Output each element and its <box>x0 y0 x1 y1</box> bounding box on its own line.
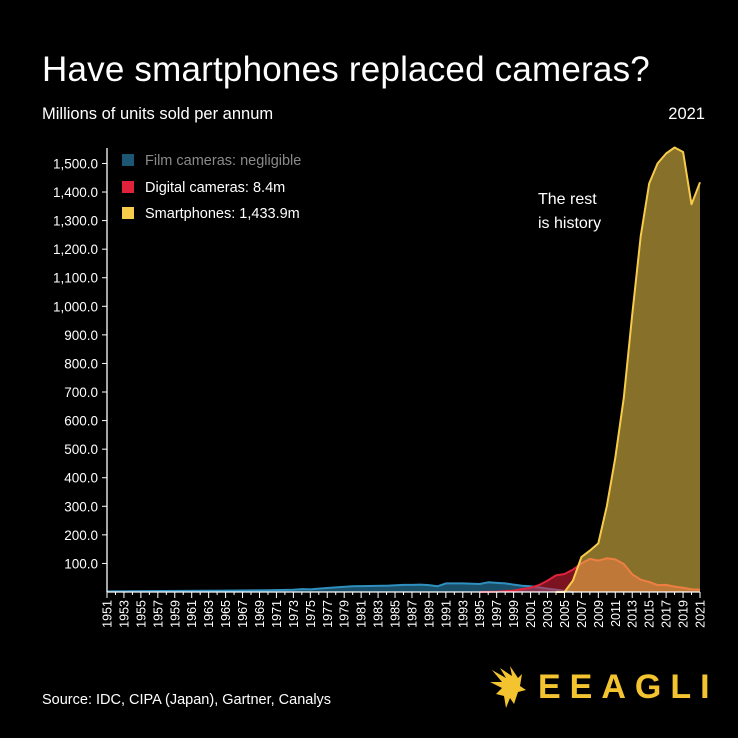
x-tick-label: 1987 <box>406 600 420 628</box>
x-tick-label: 1989 <box>422 600 436 628</box>
y-tick-label: 1,300.0 <box>53 214 98 229</box>
x-tick-label: 1969 <box>253 600 267 628</box>
x-tick-label: 1973 <box>287 600 301 628</box>
x-tick-label: 1967 <box>236 600 250 628</box>
x-tick-label: 1981 <box>355 600 369 628</box>
series-line-smartphone <box>556 146 701 593</box>
annotation: The rest is history <box>538 191 601 232</box>
x-tick-label: 2013 <box>626 600 640 628</box>
brand-logo: EEAGLI <box>488 662 719 712</box>
x-tick-label: 1961 <box>185 600 199 628</box>
x-tick-label: 1991 <box>439 600 453 628</box>
x-tick-label: 1965 <box>219 600 233 628</box>
x-tick-label: 2003 <box>541 600 555 628</box>
x-tick-label: 2015 <box>643 600 657 628</box>
legend: Film cameras: negligible Digital cameras:… <box>122 153 301 222</box>
y-tick-label: 1,400.0 <box>53 185 98 200</box>
x-tick-label: 1983 <box>372 600 386 628</box>
y-tick-label: 100.0 <box>64 556 98 571</box>
annotation-text: The rest <box>538 191 597 208</box>
x-tick-label: 2011 <box>609 600 623 627</box>
y-tick-label: 1,000.0 <box>53 299 98 314</box>
x-tick-label: 1985 <box>389 600 403 628</box>
x-tick-label: 2005 <box>558 600 572 628</box>
y-tick-label: 400.0 <box>64 471 98 486</box>
series-line-film <box>106 581 574 593</box>
x-tick-label: 1979 <box>338 600 352 628</box>
legend-swatch-film <box>122 154 134 166</box>
brand-name: EEAGLI <box>538 667 719 706</box>
legend-label-film: Film cameras: negligible <box>145 153 301 169</box>
x-tick-label: 2007 <box>575 600 589 628</box>
annotation-text: is history <box>538 215 601 232</box>
x-tick-label: 1997 <box>490 600 504 628</box>
y-tick-label: 600.0 <box>64 414 98 429</box>
y-tick-label: 700.0 <box>64 385 98 400</box>
x-tick-label: 1957 <box>151 600 165 628</box>
source-note: Source: IDC, CIPA (Japan), Gartner, Cana… <box>42 692 332 708</box>
x-tick-label: 1977 <box>321 600 335 628</box>
series-areas <box>106 146 701 593</box>
y-axis-ticks: 100.0 200.0 300.0 400.0 500.0 600.0 700.0 800.0… <box>53 156 107 571</box>
x-tick-label: 1975 <box>304 600 318 628</box>
y-tick-label: 1,500.0 <box>53 156 98 171</box>
x-tick-label: 2009 <box>592 600 606 628</box>
x-tick-label: 1963 <box>202 600 216 628</box>
x-axis-ticks: 1951 1953 1955 1957 1959 1961 1963 1965 1967 1969… <box>101 592 708 628</box>
x-tick-label: 1999 <box>507 600 521 628</box>
y-tick-label: 1,200.0 <box>53 242 98 257</box>
x-tick-label: 2001 <box>524 600 538 628</box>
y-tick-label: 500.0 <box>64 442 98 457</box>
x-tick-label: 1951 <box>101 600 115 628</box>
legend-label-digital: Digital cameras: 8.4m <box>145 180 285 196</box>
x-tick-label: 2019 <box>677 600 691 628</box>
eagle-icon <box>490 666 526 708</box>
series-area-smartphone <box>556 147 700 592</box>
y-tick-label: 800.0 <box>64 356 98 371</box>
y-tick-label: 1,100.0 <box>53 271 98 286</box>
year-label: 2021 <box>668 105 705 123</box>
area-chart: 100.0 200.0 300.0 400.0 500.0 600.0 700.0 800.0… <box>53 146 708 628</box>
legend-label-smartphone: Smartphones: 1,433.9m <box>145 206 300 222</box>
y-tick-label: 300.0 <box>64 499 98 514</box>
x-tick-label: 2021 <box>694 600 708 628</box>
x-tick-label: 1971 <box>270 600 284 628</box>
y-tick-label: 900.0 <box>64 328 98 343</box>
legend-swatch-digital <box>122 181 134 193</box>
x-tick-label: 1955 <box>134 600 148 628</box>
x-tick-label: 1959 <box>168 600 182 628</box>
y-tick-label: 200.0 <box>64 528 98 543</box>
legend-swatch-smartphone <box>122 207 134 219</box>
chart-subtitle: Millions of units sold per annum <box>42 105 274 123</box>
x-tick-label: 1995 <box>473 600 487 628</box>
chart-title: Have smartphones replaced cameras? <box>42 50 650 89</box>
x-tick-label: 1993 <box>456 600 470 628</box>
x-tick-label: 2017 <box>660 600 674 628</box>
x-tick-label: 1953 <box>117 600 131 628</box>
